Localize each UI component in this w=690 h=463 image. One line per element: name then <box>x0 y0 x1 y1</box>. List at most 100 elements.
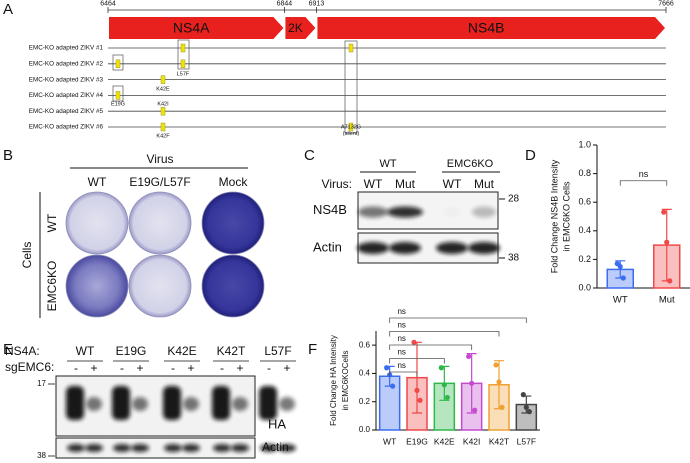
group-label: WT <box>379 158 396 170</box>
marker-label: 38 <box>508 253 520 264</box>
plaque-plate <box>65 254 129 318</box>
data-point <box>441 382 447 388</box>
blot-band <box>232 397 248 411</box>
data-point <box>472 407 478 413</box>
significance-label: ns <box>397 334 405 343</box>
sign-label: + <box>187 361 194 375</box>
blot-label: NS4B <box>313 202 347 217</box>
x-tick-label: E19G <box>406 436 428 446</box>
mutation-mark <box>160 106 166 116</box>
mutation-label: K42E <box>156 86 170 92</box>
significance-label: ns <box>397 361 405 370</box>
marker-label: 17 <box>37 379 46 388</box>
blot-label: Actin <box>313 239 342 254</box>
significance-label: ns <box>639 169 649 179</box>
sign-label: + <box>236 361 243 375</box>
data-point <box>466 353 472 360</box>
significance-label: ns <box>397 321 405 330</box>
mutation-label: K42F <box>156 133 170 139</box>
panel-letter: B <box>3 147 13 164</box>
group-label: K42T <box>217 344 246 358</box>
data-point <box>390 383 396 389</box>
row-label: EMC-KO adapted ZIKV #3 <box>29 76 104 83</box>
sign-label: + <box>90 361 97 375</box>
data-point <box>384 365 390 371</box>
column-label: Mock <box>219 175 249 189</box>
highlight-box <box>112 54 124 71</box>
mutation-mark <box>160 122 166 132</box>
blot-label: Actin <box>262 440 289 454</box>
blot-band <box>85 444 103 452</box>
blot-band <box>443 207 461 218</box>
blot-band <box>212 386 230 420</box>
x-tick-label: WT <box>383 436 396 446</box>
gene-arrow <box>109 17 284 39</box>
data-point <box>438 365 444 371</box>
gene-arrow <box>285 17 316 39</box>
row-label: EMC-KO adapted ZIKV #2 <box>29 60 104 67</box>
plaque-plate <box>128 191 192 255</box>
y-tick-label: 0.2 <box>359 397 371 406</box>
blot-band <box>113 444 131 452</box>
virus-header: Virus <box>146 152 173 166</box>
y-tick-label: 0.2 <box>578 254 591 264</box>
sign-label: - <box>171 361 175 375</box>
mutation-mark <box>180 43 186 53</box>
y-tick-label: 0.0 <box>578 282 591 292</box>
lane-label: Mut <box>474 177 495 191</box>
group-label: E19G <box>116 344 147 358</box>
mutation-mark <box>348 122 354 132</box>
row-label: EMC-KO adapted ZIKV #4 <box>29 92 104 99</box>
sign-label: - <box>74 361 78 375</box>
x-tick-label: K42I <box>463 436 481 446</box>
data-point <box>661 209 667 215</box>
significance-bracket <box>619 180 668 186</box>
data-point <box>496 379 502 385</box>
significance-label: ns <box>397 348 405 357</box>
row-header: sgEMC6: <box>5 360 54 374</box>
y-tick-label: 0.4 <box>359 369 371 378</box>
row-label: EMC-KO adapted ZIKV #1 <box>29 45 104 52</box>
group-label: L57F <box>264 344 291 358</box>
blot-band <box>67 444 85 452</box>
blot-band <box>231 444 249 452</box>
mutation-label: E19G <box>111 101 125 107</box>
highlight-box <box>177 39 190 70</box>
mutation-label: L57F <box>177 71 190 77</box>
blot-label: HA <box>268 416 286 431</box>
data-point <box>664 239 670 245</box>
y-tick-label: 0.6 <box>578 197 591 207</box>
y-axis-label: Fold Change HA Intensity <box>329 335 338 426</box>
y-tick-label: 0.8 <box>578 168 591 178</box>
group-label: WT <box>76 344 95 358</box>
gene-arrow <box>317 17 665 39</box>
row-label: EMC-KO adapted ZIKV #5 <box>29 108 104 115</box>
sign-label: + <box>136 361 143 375</box>
highlight-box <box>344 40 358 134</box>
data-point <box>493 362 499 368</box>
mutation-label: A7132G <box>341 124 361 130</box>
significance-bracket <box>389 331 500 337</box>
y-axis-label: Fold Change NS4B Intensity <box>549 159 559 273</box>
scale-label: 6464 <box>100 0 116 7</box>
marker-label: 38 <box>37 451 46 460</box>
blot-frame <box>55 437 256 459</box>
blot-band <box>260 444 278 452</box>
blot-band <box>468 242 500 254</box>
data-point <box>520 392 526 398</box>
blot-band <box>358 206 388 218</box>
significance-bracket <box>389 344 473 350</box>
mutation-mark <box>115 59 121 69</box>
data-point <box>444 394 450 401</box>
data-point <box>414 387 420 393</box>
blot-band <box>278 444 296 452</box>
blot-band <box>357 242 389 254</box>
sign-label: + <box>283 361 290 375</box>
x-tick-label: K42T <box>489 436 509 446</box>
y-tick-label: 0.0 <box>359 425 371 434</box>
marker-label: 28 <box>508 194 520 205</box>
data-point <box>469 380 475 386</box>
panel-letter: E <box>3 341 13 358</box>
x-tick-label: Mut <box>659 295 675 306</box>
